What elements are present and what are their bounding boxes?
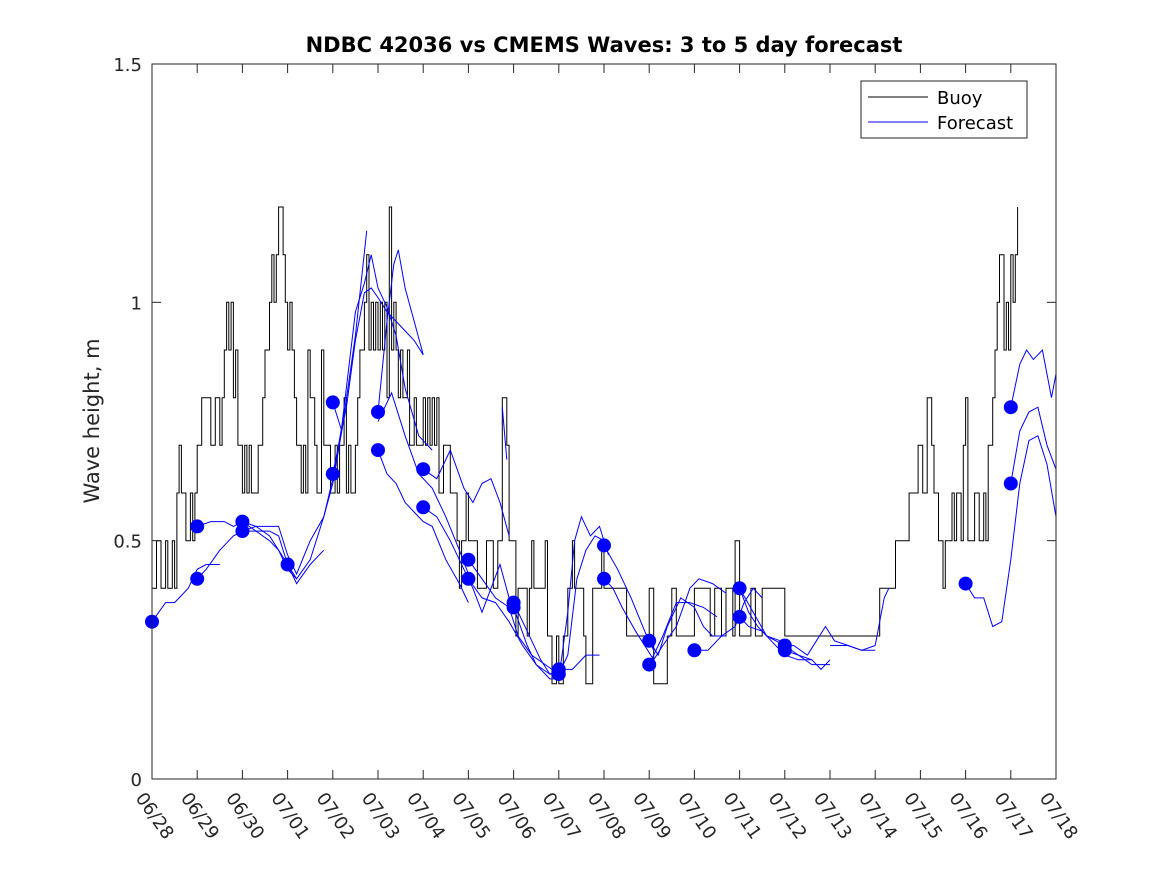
forecast-marker-24 [732, 609, 747, 624]
x-tick-label-14: 07/12 [764, 789, 811, 844]
x-tick-label-7: 07/05 [447, 789, 494, 844]
forecast-series-line-15 [501, 407, 508, 460]
x-tick-label-2: 06/30 [221, 789, 268, 844]
plot-data [145, 206, 1057, 685]
x-tick-label-9: 07/07 [538, 789, 585, 844]
legend: Buoy Forecast [860, 80, 1028, 139]
forecast-marker-11 [416, 500, 431, 515]
forecast-marker-22 [687, 643, 702, 658]
x-tick-label-6: 07/04 [402, 789, 449, 844]
x-tick-label-15: 07/13 [809, 789, 856, 844]
forecast-series-line-10 [377, 391, 469, 575]
forecast-marker-26 [777, 643, 792, 658]
forecast-marker-23 [732, 581, 747, 596]
forecast-series-line-8 [377, 249, 424, 413]
y-tick-label-2: 1 [131, 293, 142, 314]
forecast-series-line-29 [830, 645, 876, 651]
forecast-marker-18 [597, 538, 611, 553]
x-tick-label-11: 07/09 [628, 789, 675, 844]
forecast-marker-1 [190, 519, 205, 534]
forecast-marker-29 [1003, 476, 1018, 491]
forecast-marker-5 [280, 557, 295, 572]
x-tick-label-16: 07/14 [854, 789, 901, 844]
x-tick-label-12: 07/10 [673, 789, 720, 844]
forecast-series-line-1 [196, 530, 289, 580]
forecast-series-line-7 [332, 287, 424, 474]
forecast-marker-6 [325, 395, 340, 410]
forecast-marker-7 [325, 466, 340, 481]
forecast-series-line-17 [513, 515, 609, 680]
x-tick-label-4: 07/02 [312, 789, 359, 844]
x-tick-label-3: 07/01 [267, 789, 314, 844]
x-tick-label-8: 07/06 [493, 789, 540, 844]
buoy-series-line [152, 206, 1019, 685]
forecast-marker-10 [416, 462, 431, 477]
plot-frame [151, 63, 1057, 780]
forecast-series-line-23 [694, 587, 763, 651]
forecast-marker-12 [461, 552, 476, 567]
x-tick-label-5: 07/03 [357, 789, 404, 844]
forecast-marker-8 [371, 405, 385, 419]
forecast-marker-13 [461, 571, 476, 586]
forecast-series-line-5 [287, 254, 433, 580]
forecast-series-line-31 [965, 435, 1057, 628]
forecast-series-line-12 [422, 506, 515, 614]
y-axis-label: Wave height, m [80, 338, 104, 503]
forecast-series-line-0 [151, 564, 220, 622]
forecast-series-line-27 [784, 625, 876, 656]
forecast-series-line-24 [739, 588, 790, 646]
x-tick-label-1: 06/29 [176, 789, 223, 844]
forecast-marker-19 [597, 571, 611, 586]
forecast-series-line-30 [874, 588, 890, 646]
chart-title: NDBC 42036 vs CMEMS Waves: 3 to 5 day fo… [306, 33, 903, 57]
legend-box [860, 80, 1028, 139]
y-tick-label-0: 0 [131, 770, 142, 791]
y-tick-label-3: 1.5 [113, 55, 142, 76]
forecast-marker-21 [642, 657, 657, 672]
forecast-series-line-33 [1010, 348, 1057, 408]
forecast-marker-15 [506, 600, 521, 615]
forecast-series-line-25 [739, 616, 812, 661]
forecast-series-line-6 [332, 230, 368, 432]
forecast-marker-2 [190, 571, 205, 586]
forecast-marker-4 [235, 524, 250, 539]
y-tick-label-1: 0.5 [113, 532, 142, 553]
forecast-marker-17 [551, 662, 566, 677]
forecast-series-line-14 [467, 578, 560, 675]
forecast-series-line-28 [784, 649, 831, 671]
x-tick-label-19: 07/17 [990, 789, 1037, 844]
forecast-series-line-20 [603, 578, 727, 661]
forecast-series-line-3 [242, 521, 325, 585]
x-tick-label-13: 07/11 [719, 789, 766, 844]
x-tick-label-0: 06/28 [131, 789, 178, 844]
forecast-marker-20 [642, 633, 657, 648]
forecast-series-line-22 [648, 602, 718, 665]
x-tick-label-10: 07/08 [583, 789, 630, 844]
forecast-series-line-11 [422, 448, 510, 537]
forecast-marker-9 [371, 443, 385, 458]
forecast-marker-27 [958, 576, 973, 591]
forecast-series-line-9 [377, 449, 469, 603]
legend-label-forecast: Forecast [937, 113, 1013, 134]
x-tick-label-20: 07/18 [1035, 789, 1082, 844]
x-tick-label-17: 07/15 [899, 789, 946, 844]
forecast-series-line-32 [1010, 406, 1057, 484]
forecast-marker-28 [1003, 400, 1018, 415]
legend-label-buoy: Buoy [937, 88, 983, 109]
x-tick-label-18: 07/16 [945, 789, 992, 844]
